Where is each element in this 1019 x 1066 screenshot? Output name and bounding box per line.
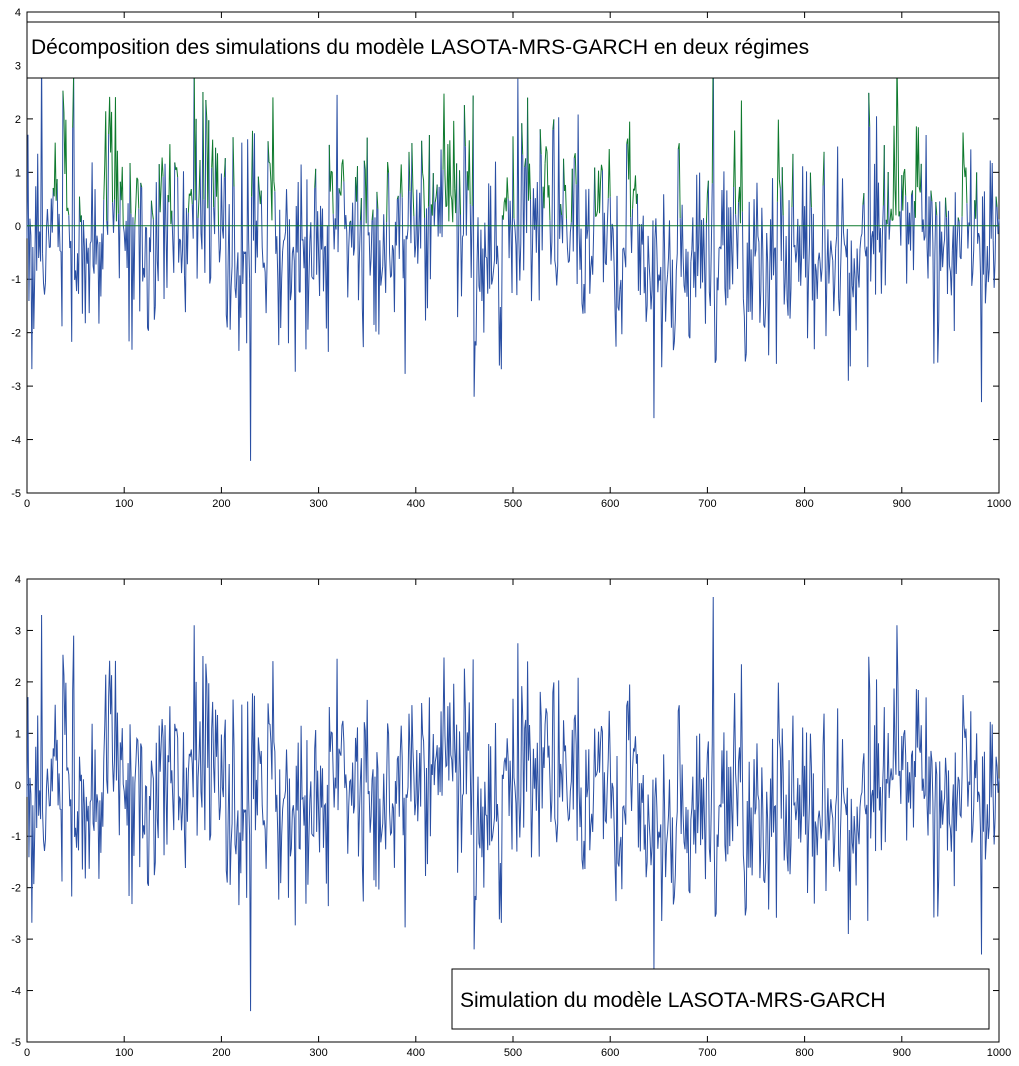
bottom-series [26, 597, 1000, 1012]
bottom-ytick-label: 2 [15, 677, 21, 689]
top-ytick-label: -5 [11, 488, 21, 500]
bottom-ytick-label: 4 [15, 574, 21, 586]
top-ytick-label: 3 [15, 60, 21, 72]
top-ticks: 0 100 200 300 400 500 600 700 800 900 1000 -5 -4 -3 -2… [11, 7, 1011, 510]
top-xtick-label: 1000 [987, 498, 1011, 510]
top-xtick-label: 400 [407, 498, 425, 510]
bottom-axes-box [26, 578, 1000, 1043]
top-xtick-label: 700 [698, 498, 716, 510]
bottom-annotation: Simulation du modèle LASOTA-MRS-GARCH [451, 968, 990, 1030]
bottom-xtick-label: 600 [601, 1047, 619, 1059]
top-series-regime-2-line [52, 30, 998, 226]
bottom-xtick-label: 100 [115, 1047, 133, 1059]
top-ytick-label: 0 [15, 221, 21, 233]
top-series [26, 30, 1000, 461]
bottom-xtick-label: 800 [795, 1047, 813, 1059]
bottom-xtick-label: 1000 [987, 1047, 1011, 1059]
bottom-annotation-text: Simulation du modèle LASOTA-MRS-GARCH [460, 989, 886, 1012]
top-xtick-label: 800 [795, 498, 813, 510]
bottom-series-line [26, 597, 1000, 1012]
bottom-chart: 0 100 200 300 400 500 600 700 800 900 1000 -5 -4 -3 -2… [11, 574, 1011, 1059]
bottom-ytick-label: -1 [11, 831, 21, 843]
top-xtick-label: 0 [24, 498, 30, 510]
bottom-ytick-label: -2 [11, 883, 21, 895]
bottom-xtick-label: 500 [504, 1047, 522, 1059]
top-ytick-label: -3 [11, 381, 21, 393]
top-ytick-label: 1 [15, 167, 21, 179]
bottom-xtick-label: 300 [309, 1047, 327, 1059]
top-ytick-label: 2 [15, 114, 21, 126]
top-annotation-box [26, 21, 1000, 79]
bottom-ticks: 0 100 200 300 400 500 600 700 800 900 1000 -5 -4 -3 -2… [11, 574, 1011, 1059]
bottom-xtick-label: 900 [893, 1047, 911, 1059]
bottom-ytick-label: 0 [15, 780, 21, 792]
bottom-ytick-label: 1 [15, 728, 21, 740]
top-xtick-label: 500 [504, 498, 522, 510]
top-chart: 0 100 200 300 400 500 600 700 800 900 1000 -5 -4 -3 -2… [11, 7, 1011, 510]
top-xtick-label: 200 [212, 498, 230, 510]
top-ytick-label: -1 [11, 274, 21, 286]
top-xtick-label: 600 [601, 498, 619, 510]
top-annotation: Décomposition des simulations du modèle … [26, 21, 1000, 79]
bottom-ytick-label: -3 [11, 934, 21, 946]
bottom-ytick-label: -4 [11, 986, 21, 998]
bottom-annotation-box [451, 968, 990, 1030]
top-xtick-label: 100 [115, 498, 133, 510]
bottom-xtick-label: 0 [24, 1047, 30, 1059]
top-ytick-label: -4 [11, 435, 21, 447]
bottom-ytick-label: 3 [15, 625, 21, 637]
top-series-regime-1-line [26, 30, 1000, 461]
top-ytick-label: 4 [15, 7, 21, 19]
top-axes-box [26, 11, 1000, 494]
top-xtick-label: 300 [309, 498, 327, 510]
bottom-xtick-label: 700 [698, 1047, 716, 1059]
top-annotation-text: Décomposition des simulations du modèle … [31, 36, 809, 59]
bottom-xtick-label: 200 [212, 1047, 230, 1059]
top-xtick-label: 900 [893, 498, 911, 510]
bottom-xtick-label: 400 [407, 1047, 425, 1059]
top-ytick-label: -2 [11, 328, 21, 340]
bottom-ytick-label: -5 [11, 1037, 21, 1049]
